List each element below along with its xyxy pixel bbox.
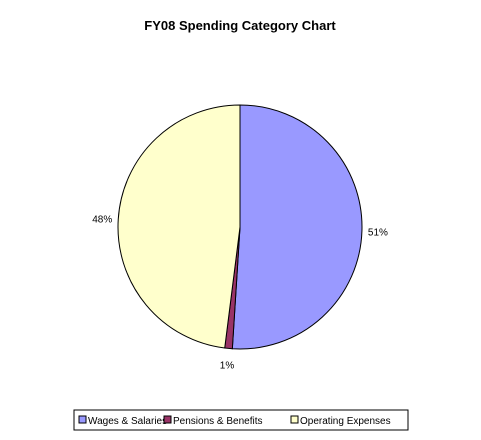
pie-slice-wages-and-salaries xyxy=(231,104,363,350)
legend-swatch-operating-expenses xyxy=(290,415,299,424)
chart-title: FY08 Spending Category Chart xyxy=(144,18,336,33)
legend-swatch-wages-and-salaries xyxy=(78,415,87,424)
data-label-operating-expenses: 48% xyxy=(92,214,112,225)
data-label-wages-and-salaries: 51% xyxy=(368,227,388,238)
data-labels: 51% 1% 48% xyxy=(92,214,388,371)
legend-label-wages-and-salaries: Wages & Salaries xyxy=(88,416,167,427)
legend: Wages & Salaries Pensions & Benefits Opera… xyxy=(73,409,409,431)
pie-slice-operating-expenses xyxy=(117,104,241,349)
pie-slices xyxy=(117,104,363,350)
legend-label-operating-expenses: Operating Expenses xyxy=(300,416,391,427)
legend-label-pensions-and-benefits: Pensions & Benefits xyxy=(173,416,263,427)
legend-swatch-pensions-and-benefits xyxy=(163,415,172,424)
legend-box xyxy=(73,409,409,431)
data-label-pensions-and-benefits: 1% xyxy=(220,360,235,371)
